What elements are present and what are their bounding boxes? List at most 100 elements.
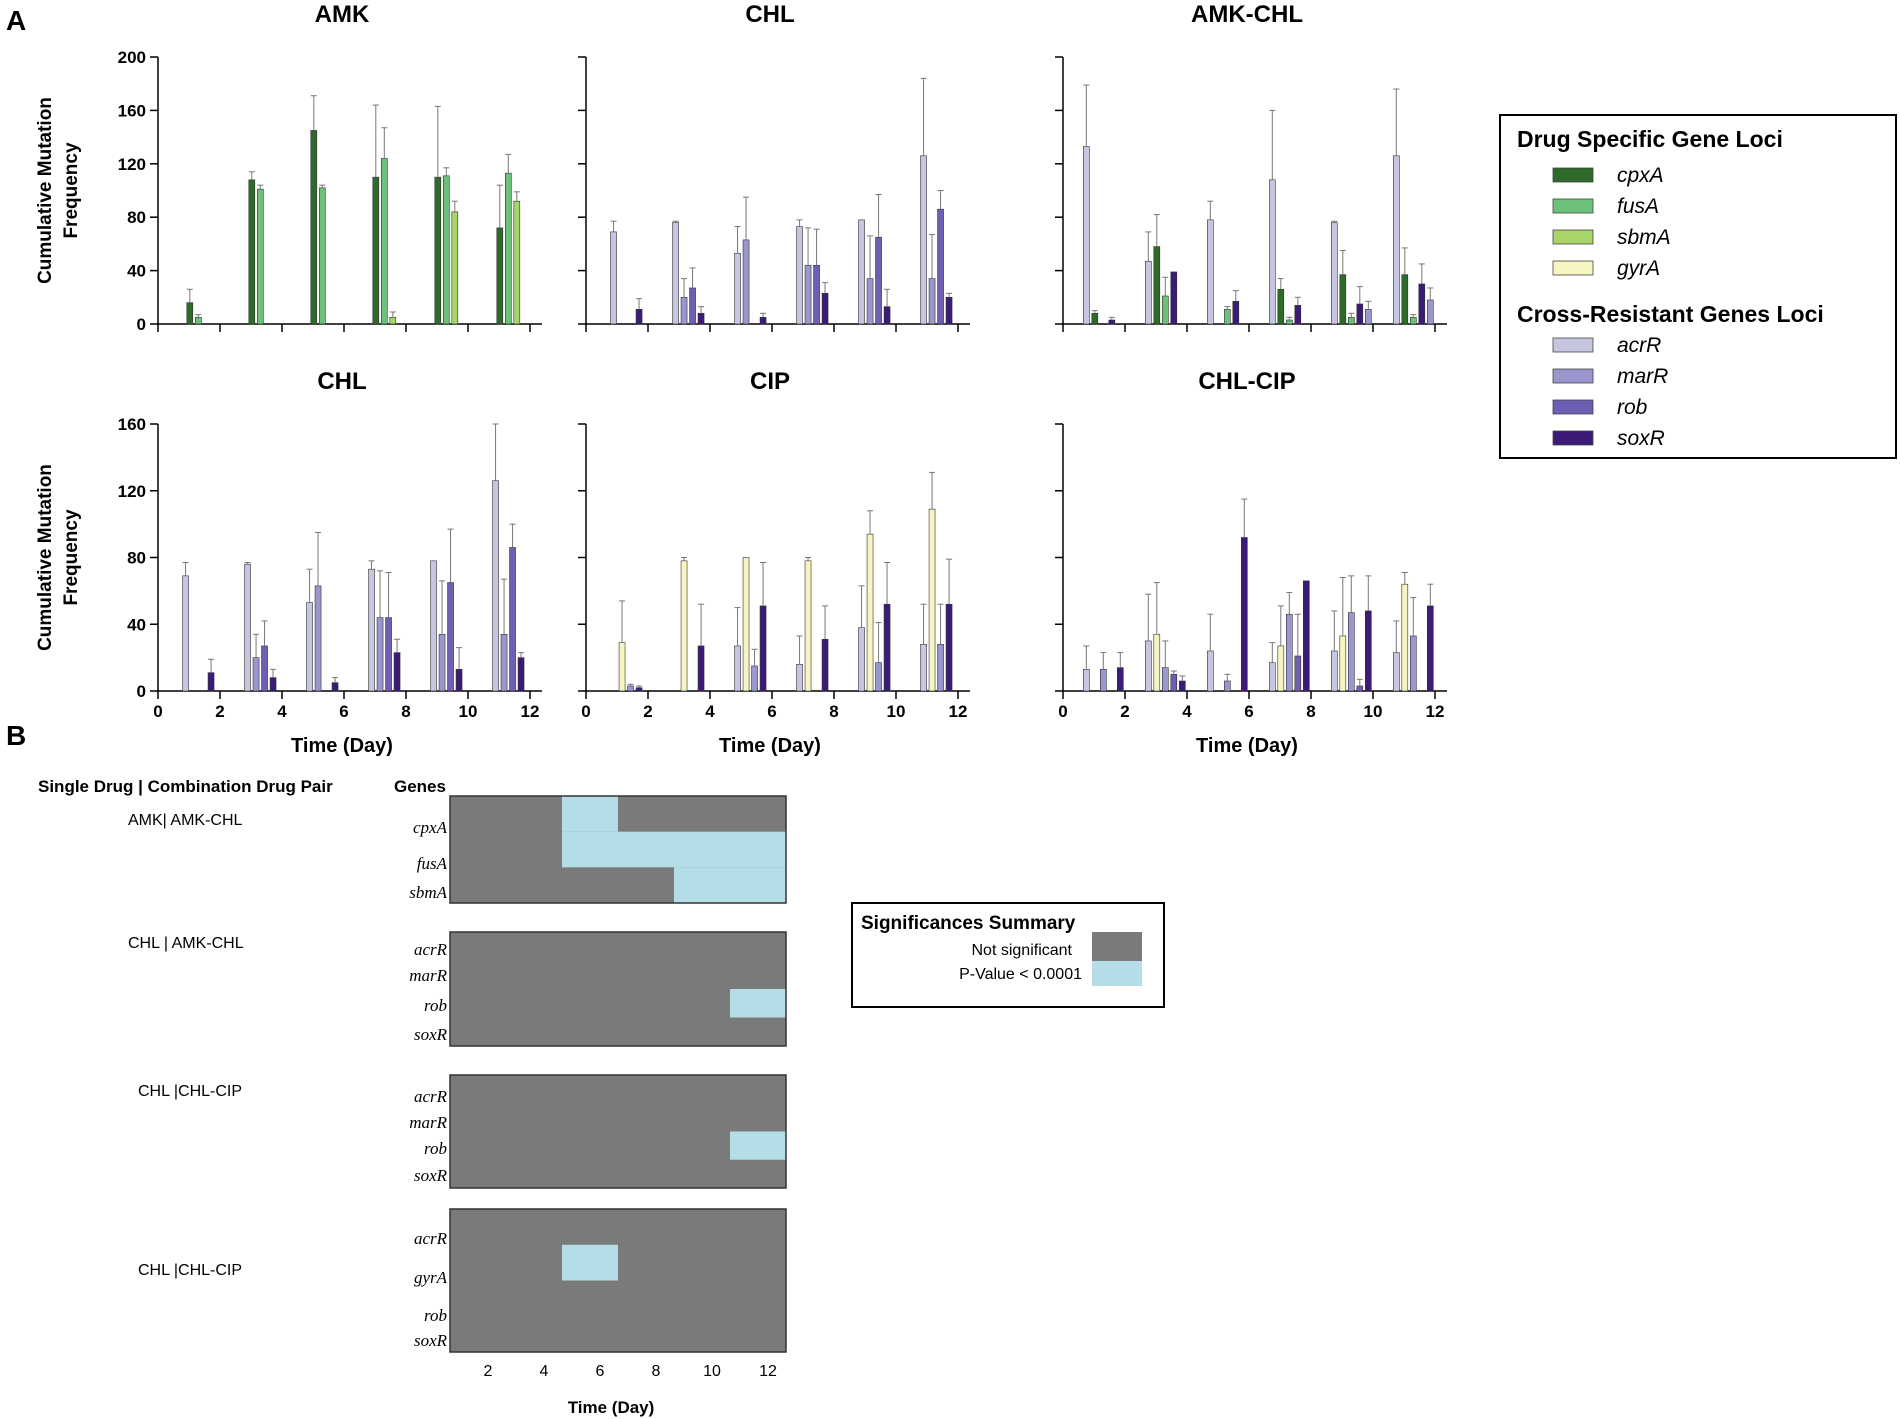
heatmap-x-tick-label: 4 — [540, 1363, 549, 1380]
legend-label-gyrA: gyrA — [1617, 257, 1660, 280]
legend-swatch-rob — [1552, 399, 1594, 415]
bar-acrR-day-8 — [1269, 662, 1276, 692]
gene-row-label-acrR: acrR — [414, 940, 448, 959]
x-tick-label: 10 — [887, 702, 906, 721]
legend-drug-specific-items: cpxA fusA sbmA gyrA — [1552, 164, 1671, 280]
y-tick-label: 160 — [118, 415, 146, 434]
bar-soxR-day-2 — [635, 309, 643, 325]
bar-marR-day-6 — [751, 665, 758, 692]
heatmap-x-label: Time (Day) — [568, 1398, 655, 1417]
legend-swatch-marR — [1552, 368, 1594, 384]
bar-cpxA-day-8 — [372, 176, 380, 325]
gene-row-label-acrR: acrR — [414, 1229, 448, 1248]
heatmap-border — [449, 931, 787, 1047]
bar-chart-4: CHL 0 40 80 120 160 0 2 4 6 8 10 12 Time (Day) Cumulat… — [35, 368, 542, 757]
bar-soxR-day-8 — [393, 652, 401, 692]
bar-gyrA-day-8 — [804, 560, 812, 692]
heatmap-x-tick-label: 12 — [759, 1363, 777, 1380]
significant-cell-gyrA — [562, 1244, 618, 1281]
bar-gyrA-day-8 — [1277, 645, 1285, 692]
bar-marR-day-8 — [376, 617, 384, 692]
bar-acrR-day-2 — [182, 575, 189, 692]
gene-row-label-soxR: soxR — [414, 1331, 448, 1350]
chart-title: CIP — [750, 368, 790, 395]
chart-title: AMK — [315, 1, 370, 28]
heatmap-x-tick-label: 8 — [652, 1363, 661, 1380]
y-tick-label: 160 — [118, 101, 146, 120]
x-tick-label: 8 — [1306, 702, 1315, 721]
significant-cell-rob — [730, 989, 786, 1018]
bar-fusA-day-4 — [1162, 295, 1169, 325]
x-tick-label: 0 — [153, 702, 162, 721]
bar-rob-day-8 — [385, 617, 392, 692]
bar-rob-day-12 — [509, 547, 516, 692]
bar-soxR-day-10 — [883, 603, 891, 692]
bar-soxR-day-2 — [1108, 319, 1116, 325]
bar-soxR-day-4 — [697, 313, 705, 325]
heatmap-col-header-left: Single Drug | Combination Drug Pair — [38, 777, 333, 796]
bar-soxR-day-8 — [821, 638, 829, 692]
heatmap-3: CHL |CHL-CIP acrR marR rob soxR — [138, 1074, 787, 1189]
bar-marR-day-12 — [937, 643, 944, 692]
bar-soxR-day-12 — [1418, 283, 1426, 325]
bar-rob-day-10 — [875, 236, 882, 325]
x-tick-label: 0 — [581, 702, 590, 721]
heatmap-x-tick-label: 2 — [484, 1363, 493, 1380]
x-tick-label: 2 — [1120, 702, 1129, 721]
x-tick-label: 2 — [643, 702, 652, 721]
bar-marR-day-12 — [1410, 635, 1417, 692]
bar-rob-day-8 — [1294, 655, 1302, 692]
bar-acrR-day-12 — [1393, 652, 1400, 692]
x-tick-label: 8 — [401, 702, 410, 721]
legend-swatch-gyrA — [1552, 260, 1594, 276]
legend-label-rob: rob — [1617, 396, 1648, 419]
panel-label-a: A — [6, 5, 26, 36]
bar-marR-day-4 — [252, 657, 260, 692]
y-tick-label: 200 — [118, 48, 146, 67]
bar-chart-2: CHL — [578, 1, 970, 332]
bar-rob-day-4 — [261, 645, 268, 692]
heatmap-1: AMK| AMK-CHL cpxA fusA sbmA — [128, 795, 787, 904]
bar-acrR-day-2 — [610, 231, 617, 325]
bar-marR-day-4 — [1162, 667, 1169, 692]
bar-cpxA-day-8 — [1277, 288, 1285, 325]
bar-soxR-day-6 — [331, 682, 339, 692]
legend-title-cross-resistant: Cross-Resistant Genes Loci — [1517, 301, 1824, 327]
heatmap-2: CHL | AMK-CHL acrR marR rob soxR — [128, 931, 787, 1047]
heatmap-col-header-genes: Genes — [394, 777, 446, 796]
bar-cpxA-day-2 — [1091, 313, 1099, 325]
bar-sbmA-day-12 — [513, 200, 521, 325]
bar-soxR-day-8 — [1303, 580, 1310, 692]
bar-chart-6: CHL-CIP 0 2 4 6 8 10 12 Time (Day) — [1055, 368, 1447, 757]
bar-chart-1: AMK 0 40 80 120 160 200 Cumulative Mutation Freq… — [35, 1, 542, 334]
heatmap-x-tick-label: 10 — [703, 1363, 721, 1380]
bar-soxR-day-8 — [1294, 305, 1302, 325]
bar-acrR-day-2 — [1083, 669, 1090, 692]
gene-row-label-gyrA: gyrA — [414, 1268, 448, 1287]
legend-swatch-cpxA — [1552, 167, 1594, 183]
legend-swatch-fusA — [1552, 198, 1594, 214]
gene-row-label-marR: marR — [409, 966, 447, 985]
bar-cpxA-day-12 — [1401, 274, 1409, 325]
bar-cpxA-day-4 — [248, 179, 256, 325]
bar-acrR-day-12 — [492, 480, 499, 692]
heatmap-comparison-label: AMK| AMK-CHL — [128, 812, 243, 829]
bar-cpxA-day-12 — [496, 227, 504, 325]
summary-title: Significances Summary — [861, 913, 1076, 934]
bar-acrR-day-10 — [858, 219, 865, 325]
heatmap-comparison-label: CHL |CHL-CIP — [138, 1083, 242, 1100]
bar-acrR-day-12 — [1393, 155, 1400, 325]
bar-acrR-day-10 — [1331, 650, 1338, 692]
y-tick-label: 80 — [127, 208, 146, 227]
chart-title: CHL-CIP — [1198, 368, 1295, 395]
x-axis-label: Time (Day) — [291, 735, 393, 757]
heatmap-4: CHL |CHL-CIP acrR gyrA rob soxR — [138, 1208, 787, 1353]
bar-marR-day-6 — [1224, 680, 1231, 692]
bar-gyrA-day-10 — [866, 533, 874, 692]
x-tick-label: 10 — [1364, 702, 1383, 721]
gene-row-label-cpxA: cpxA — [413, 818, 448, 837]
heatmap-x-axis: 2 4 6 8 10 12 — [484, 1363, 777, 1380]
gene-row-label-soxR: soxR — [414, 1025, 448, 1044]
